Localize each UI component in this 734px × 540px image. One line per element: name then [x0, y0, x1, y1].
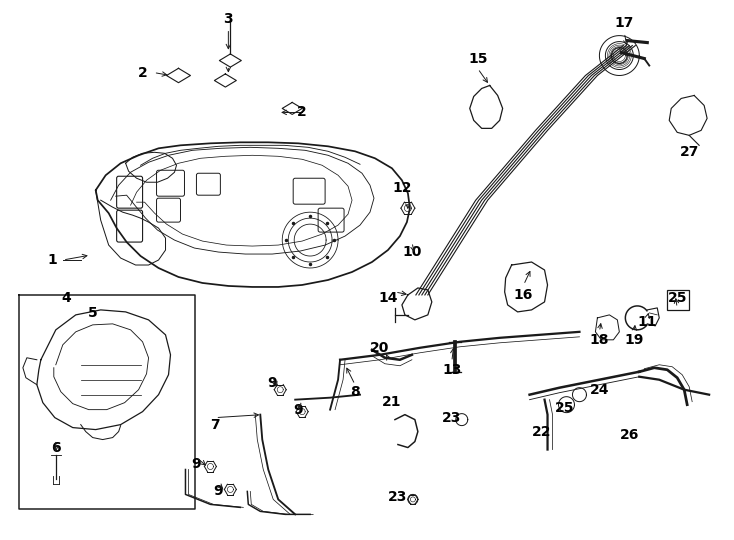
- Text: 9: 9: [267, 376, 277, 390]
- Text: 10: 10: [402, 245, 421, 259]
- Text: 19: 19: [625, 333, 644, 347]
- Text: 26: 26: [619, 428, 639, 442]
- Text: 2: 2: [297, 105, 307, 119]
- Text: 23: 23: [442, 410, 462, 424]
- Text: 25: 25: [667, 291, 687, 305]
- Text: 12: 12: [392, 181, 412, 195]
- Bar: [667, 290, 689, 310]
- Text: 24: 24: [589, 383, 609, 397]
- Text: 9: 9: [214, 484, 223, 498]
- Text: 11: 11: [638, 315, 657, 329]
- Text: 5: 5: [88, 306, 98, 320]
- Text: 13: 13: [442, 363, 462, 377]
- Text: 27: 27: [680, 145, 699, 159]
- Text: 1: 1: [48, 253, 58, 267]
- Text: 18: 18: [589, 333, 609, 347]
- Text: 15: 15: [468, 51, 487, 65]
- Text: 25: 25: [555, 401, 574, 415]
- Text: 4: 4: [61, 291, 70, 305]
- Text: 20: 20: [370, 341, 390, 355]
- Text: 16: 16: [514, 288, 534, 302]
- Text: 8: 8: [350, 384, 360, 399]
- Text: 21: 21: [382, 395, 401, 409]
- Text: 6: 6: [51, 441, 61, 455]
- Text: 3: 3: [224, 12, 233, 25]
- Text: 2: 2: [138, 65, 148, 79]
- Text: 17: 17: [614, 16, 634, 30]
- Text: 9: 9: [294, 403, 303, 417]
- Text: 23: 23: [388, 490, 407, 504]
- Text: 14: 14: [378, 291, 398, 305]
- Text: 22: 22: [532, 424, 551, 438]
- Text: 9: 9: [192, 457, 201, 471]
- Text: 7: 7: [211, 417, 220, 431]
